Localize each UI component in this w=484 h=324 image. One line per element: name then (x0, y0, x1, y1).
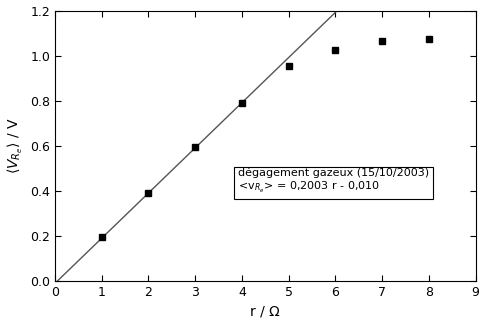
Text: dégagement gazeux (15/10/2003)
<v$_{R_e}$> = 0,2003 r - 0,010: dégagement gazeux (15/10/2003) <v$_{R_e}… (238, 168, 428, 195)
X-axis label: r / Ω: r / Ω (250, 305, 280, 318)
Y-axis label: $\langle V_{R_e} \rangle$ / V: $\langle V_{R_e} \rangle$ / V (5, 117, 25, 174)
